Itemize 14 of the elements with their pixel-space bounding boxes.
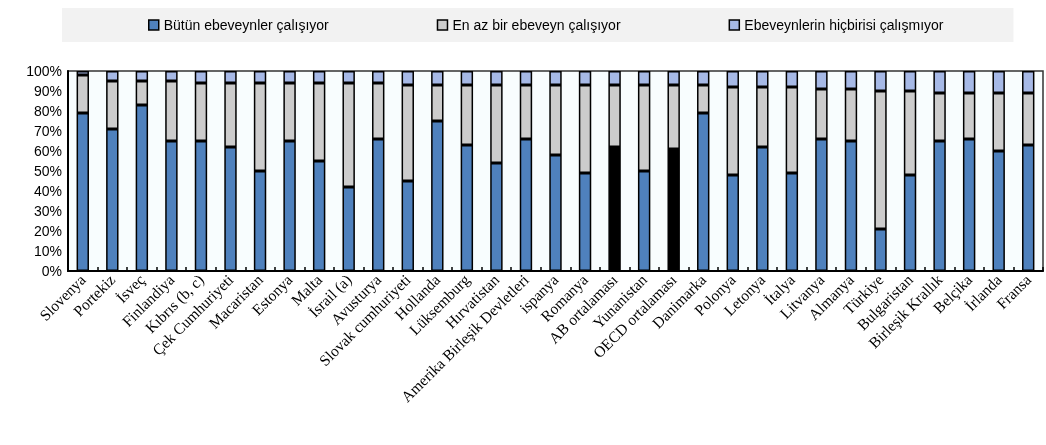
legend-label: Ebeveynlerin hiçbirisi çalışmıyor	[744, 17, 944, 33]
y-tick-label: 60%	[33, 143, 62, 159]
y-tick-label: 70%	[33, 123, 62, 139]
y-tick-label: 10%	[33, 243, 62, 259]
y-tick-label: 80%	[33, 103, 62, 119]
legend-label: En az bir ebeveyn çalışıyor	[452, 17, 621, 33]
y-tick-label: 90%	[33, 83, 62, 99]
y-tick-label: 50%	[33, 163, 62, 179]
y-tick-label: 0%	[41, 263, 62, 279]
y-tick-label: 40%	[33, 183, 62, 199]
y-tick-label: 30%	[33, 203, 62, 219]
y-tick-label: 20%	[33, 223, 62, 239]
y-tick-label: 100%	[26, 63, 62, 79]
legend-label: Bütün ebeveynler çalışıyor	[163, 17, 330, 33]
